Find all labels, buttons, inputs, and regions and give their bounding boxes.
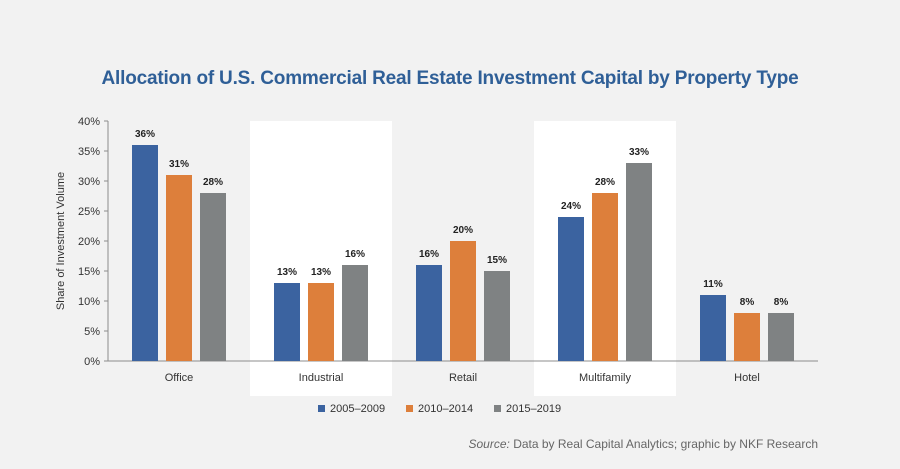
bar <box>342 265 368 361</box>
legend-swatch <box>406 405 413 412</box>
bar <box>768 313 794 361</box>
x-tick-label: Multifamily <box>579 372 631 384</box>
bar <box>484 271 510 361</box>
data-label: 13% <box>277 267 297 278</box>
y-axis-label: Share of Investment Volume <box>55 172 67 310</box>
data-label: 15% <box>487 255 507 266</box>
y-tick-label: 25% <box>78 206 100 218</box>
data-label: 20% <box>453 225 473 236</box>
source-prefix: Source: <box>468 437 510 451</box>
bar <box>450 241 476 361</box>
source-note: Source: Data by Real Capital Analytics; … <box>468 437 818 451</box>
source-text: Data by Real Capital Analytics; graphic … <box>513 437 818 451</box>
bar <box>734 313 760 361</box>
data-label: 8% <box>740 297 755 308</box>
legend-label: 2005–2009 <box>330 403 385 415</box>
y-tick-label: 15% <box>78 266 100 278</box>
data-label: 36% <box>135 129 155 140</box>
y-tick-label: 35% <box>78 146 100 158</box>
bar <box>700 295 726 361</box>
legend-label: 2015–2019 <box>506 403 561 415</box>
data-label: 16% <box>419 249 439 260</box>
y-tick-label: 10% <box>78 296 100 308</box>
bar <box>308 283 334 361</box>
data-label: 8% <box>774 297 789 308</box>
x-tick-label: Retail <box>449 372 477 384</box>
bar <box>558 217 584 361</box>
bar <box>592 193 618 361</box>
y-tick-label: 40% <box>78 116 100 128</box>
data-label: 24% <box>561 201 581 212</box>
x-tick-label: Industrial <box>299 372 344 384</box>
legend-label: 2010–2014 <box>418 403 473 415</box>
y-tick-label: 5% <box>84 326 100 338</box>
bar <box>626 163 652 361</box>
x-tick-label: Hotel <box>734 372 760 384</box>
data-label: 16% <box>345 249 365 260</box>
bar <box>166 175 192 361</box>
data-label: 28% <box>203 177 223 188</box>
bar <box>416 265 442 361</box>
y-tick-label: 30% <box>78 176 100 188</box>
y-tick-label: 0% <box>84 356 100 368</box>
data-label: 11% <box>703 279 723 290</box>
data-label: 31% <box>169 159 189 170</box>
bar <box>200 193 226 361</box>
bar <box>132 145 158 361</box>
legend-swatch <box>494 405 501 412</box>
data-label: 13% <box>311 267 331 278</box>
y-tick-label: 20% <box>78 236 100 248</box>
x-tick-label: Office <box>165 372 194 384</box>
data-label: 28% <box>595 177 615 188</box>
bar <box>274 283 300 361</box>
legend-swatch <box>318 405 325 412</box>
chart-title: Allocation of U.S. Commercial Real Estat… <box>101 68 799 89</box>
data-label: 33% <box>629 147 649 158</box>
